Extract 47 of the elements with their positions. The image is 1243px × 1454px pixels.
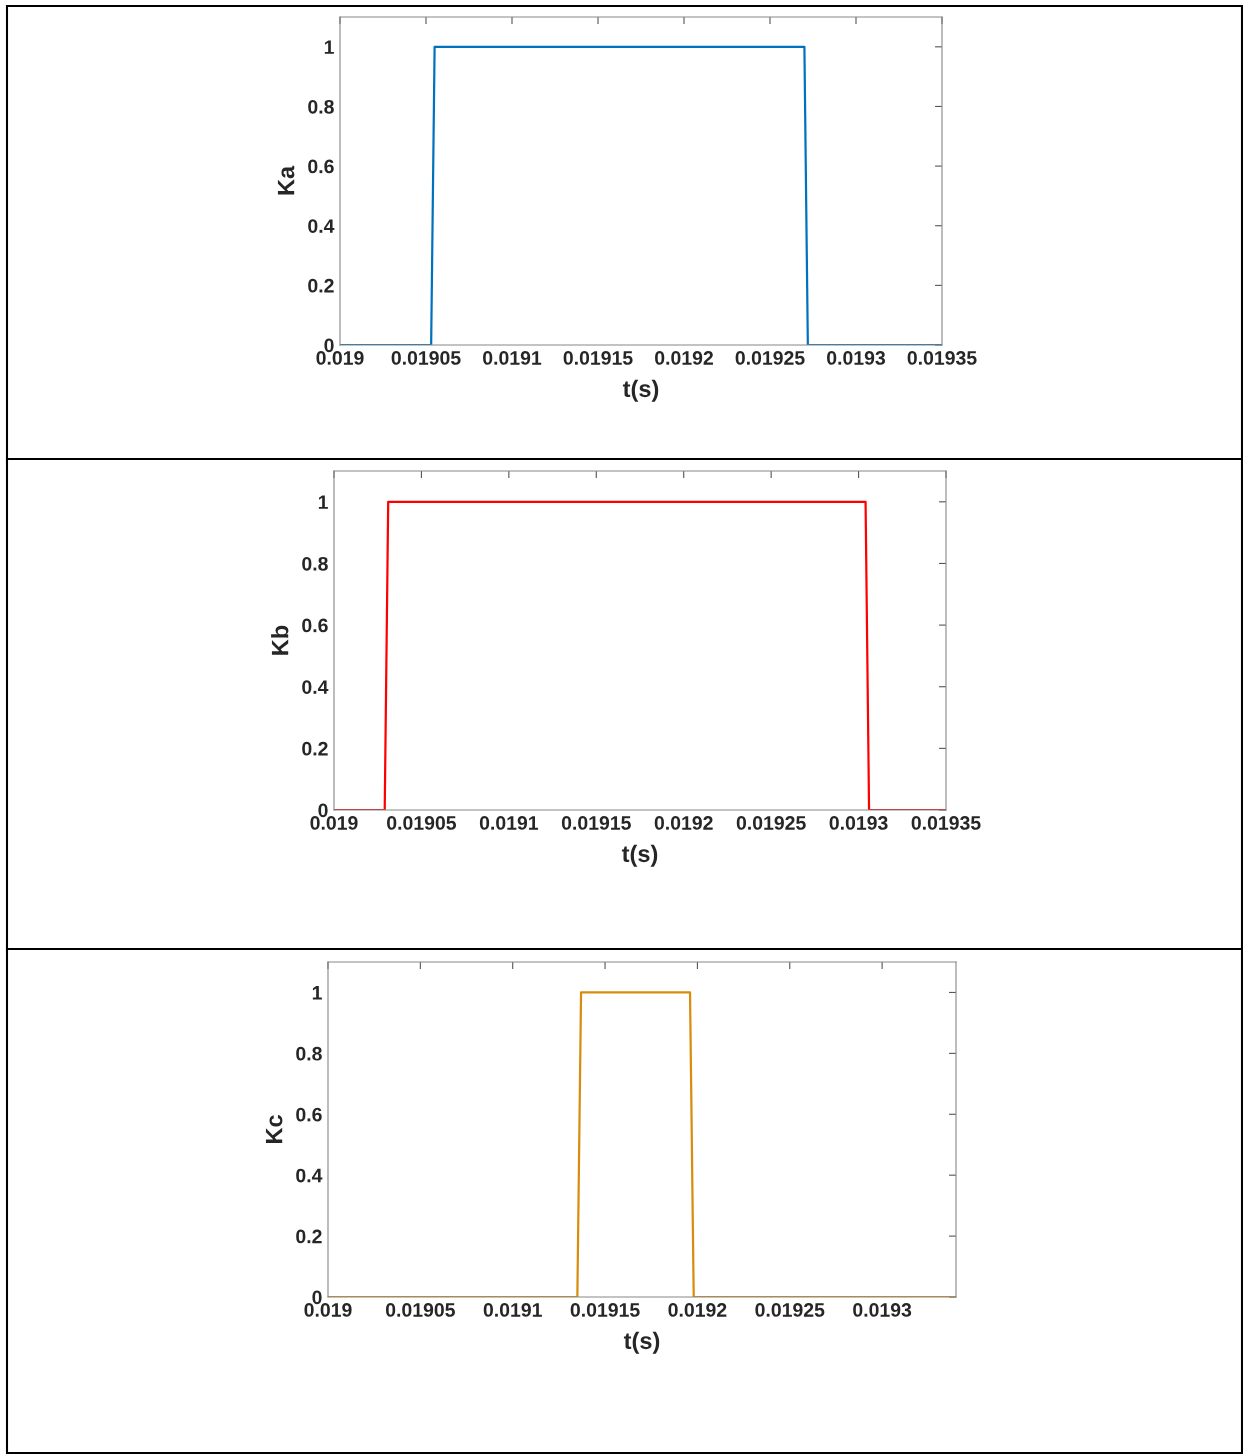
x-tick-label: 0.01905: [385, 1303, 455, 1317]
y-tick-label: 0.4: [296, 1168, 323, 1183]
x-tick-label: 0.01915: [561, 816, 631, 830]
y-tick-label: 0: [318, 803, 328, 818]
x-tick-label: 0.01925: [735, 351, 805, 365]
x-tick-label: 0.01905: [391, 351, 461, 365]
x-axis-title: t(s): [622, 379, 659, 402]
y-tick-label: 0.4: [302, 680, 329, 694]
x-tick-label: 0.0193: [853, 1303, 912, 1317]
y-axis-title: Kb: [271, 625, 289, 655]
x-tick-label: 0.01935: [907, 351, 977, 365]
x-tick-label: 0.0191: [479, 816, 539, 830]
x-tick-label: 0.019: [310, 816, 358, 830]
y-tick-label: 0.6: [296, 1107, 322, 1122]
y-tick-label: 0.2: [296, 1229, 322, 1244]
x-tick-label: 0.01925: [755, 1303, 825, 1317]
y-tick-label: 0.8: [308, 99, 334, 114]
x-axis-title: t(s): [623, 1331, 660, 1354]
y-tick-label: 0: [324, 338, 334, 353]
y-tick-label: 0.2: [308, 278, 334, 293]
y-tick-label: 1: [312, 986, 322, 1000]
y-tick-label: 0.8: [296, 1046, 322, 1061]
y-tick-label: 0.6: [308, 159, 334, 174]
x-tick-label: 0.0192: [654, 816, 713, 830]
x-tick-label: 0.01915: [563, 351, 633, 365]
x-tick-label: 0.0193: [827, 351, 886, 365]
y-axis-title: Ka: [277, 165, 295, 195]
y-tick-label: 0.8: [302, 556, 328, 571]
x-axis-title: t(s): [621, 844, 658, 867]
y-axis-title: Kc: [265, 1115, 283, 1144]
y-tick-label: 0: [312, 1290, 322, 1305]
x-tick-label: 0.0192: [655, 351, 713, 365]
x-tick-label: 0.01935: [911, 816, 981, 830]
y-tick-label: 0.4: [308, 219, 335, 233]
x-tick-label: 0.0192: [668, 1303, 727, 1317]
x-tick-label: 0.0193: [829, 816, 888, 830]
y-tick-label: 1: [324, 40, 334, 54]
x-tick-label: 0.019: [304, 1303, 352, 1317]
y-tick-label: 0.2: [302, 741, 328, 756]
x-tick-label: 0.01905: [387, 816, 457, 830]
y-tick-label: 0.6: [302, 618, 328, 633]
x-tick-label: 0.01915: [570, 1303, 640, 1317]
x-tick-label: 0.0191: [483, 1303, 542, 1317]
x-tick-label: 0.0191: [483, 351, 542, 365]
y-tick-label: 1: [318, 495, 328, 509]
x-tick-label: 0.01925: [736, 816, 806, 830]
x-tick-label: 0.019: [316, 351, 364, 365]
